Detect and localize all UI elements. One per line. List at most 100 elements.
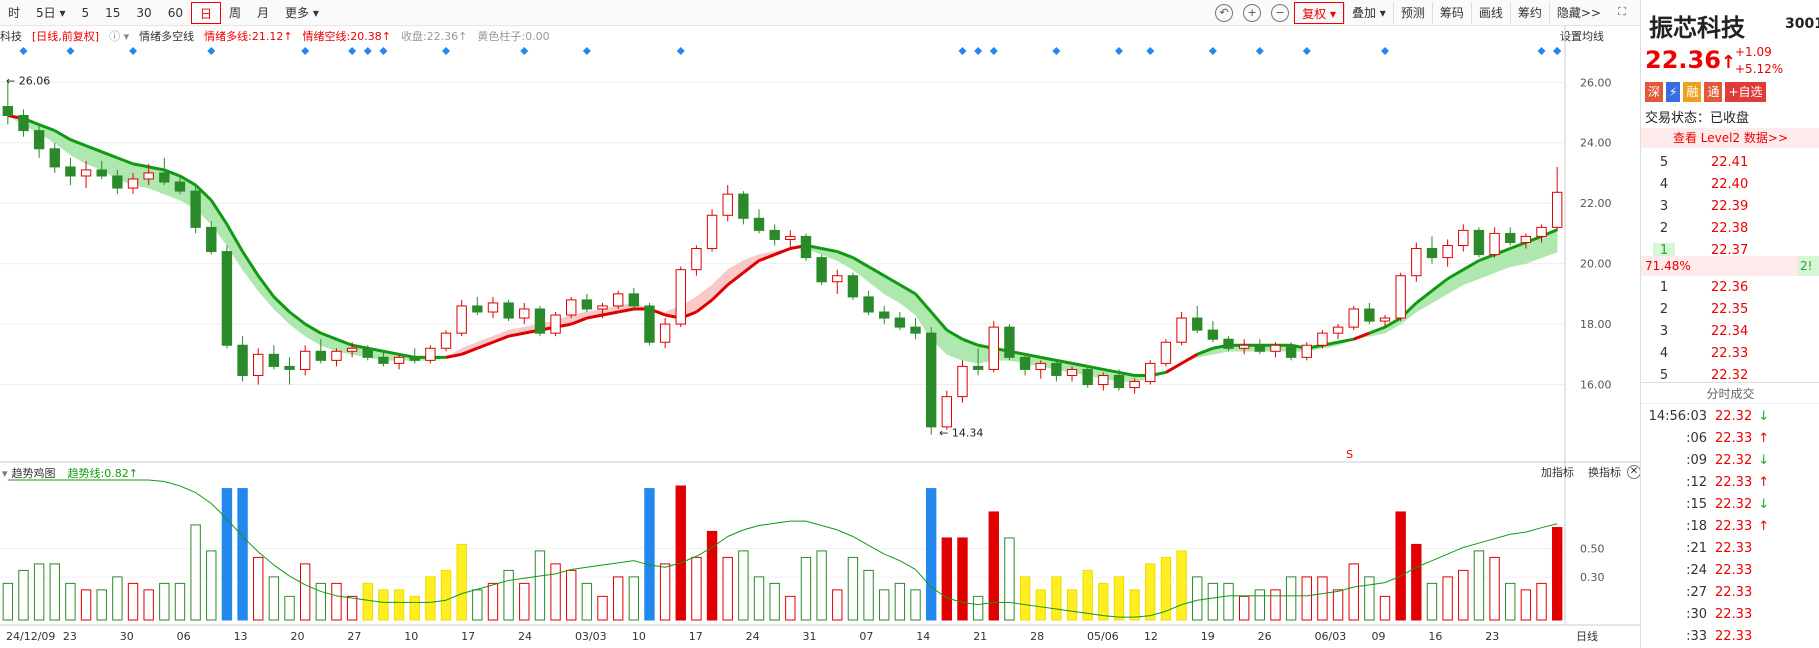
stock-tag[interactable]: 融 — [1683, 82, 1702, 102]
bear-line-segment — [461, 346, 478, 356]
bear-line-segment — [1462, 259, 1480, 271]
indicator-bar — [1285, 576, 1297, 621]
candle-body — [80, 169, 92, 177]
period-button[interactable]: 时 — [8, 6, 21, 20]
stock-tag[interactable]: ⚡ — [1666, 82, 1681, 102]
x-tick-label: 20 — [290, 630, 304, 643]
kline-chart[interactable]: 26.00 24.00 22.00 20.00 18.00 16.00 ← 26.06 ← 1… — [0, 0, 1640, 648]
period-button[interactable]: 60 — [167, 6, 183, 20]
indicator-bar — [362, 582, 373, 621]
toolbar-button[interactable]: 画线 — [1470, 2, 1510, 24]
bear-line-segment — [320, 331, 338, 341]
indicator-bar — [1051, 576, 1062, 621]
order-book-row: 4 22.33 — [1641, 343, 1819, 363]
trade-status: 交易状态：已收盘 — [1645, 111, 1750, 126]
level2-link[interactable]: 查看 Level2 数据>> — [1641, 128, 1819, 148]
period-button[interactable]: 更多 ▾ — [285, 6, 319, 20]
trend-line-segment — [1306, 593, 1323, 597]
stock-tag[interactable]: 深 — [1645, 82, 1664, 102]
chart-legend: 科技 [日线,前复权] ⓘ ▾ 情绪多空线 情绪多线:21.12↑ 情绪空线:2… — [0, 27, 1640, 45]
fullscreen-icon[interactable]: ⛶ — [1618, 5, 1626, 18]
tick-time: :24 — [1686, 562, 1707, 578]
indicator-bar — [393, 589, 405, 621]
indicator-title[interactable]: 趋势鸡图 — [11, 467, 56, 480]
indicator-bar — [18, 569, 29, 621]
indicator-bar — [1019, 576, 1031, 621]
indicator-bar — [378, 589, 389, 621]
toolbar-button[interactable]: 叠加 ▾ — [1343, 2, 1393, 24]
indicator-bar — [847, 556, 859, 621]
zoom-out-icon[interactable]: − — [1271, 4, 1290, 22]
legend-indicator[interactable]: 情绪多空线 — [139, 30, 195, 43]
bear-line-segment — [1180, 353, 1198, 365]
period-button[interactable]: 月 — [257, 6, 270, 20]
candle-body — [1129, 381, 1140, 389]
period-button[interactable]: 5日 ▾ — [36, 6, 66, 20]
period-button[interactable]: 30 — [136, 6, 152, 20]
indicator-bar — [894, 582, 906, 621]
bear-line-segment — [1478, 253, 1496, 263]
tick-price: 22.32 — [1715, 496, 1753, 512]
candle-body — [550, 314, 561, 334]
toolbar-button[interactable]: 隐藏>> — [1548, 2, 1608, 24]
toolbar-button[interactable]: 筹码 — [1431, 2, 1471, 24]
stock-tag[interactable]: +自选 — [1725, 82, 1766, 102]
price-tick-label: 16.00 — [1580, 379, 1612, 392]
candle-body — [1192, 317, 1203, 331]
indicator-bar — [738, 550, 749, 621]
trend-line-segment — [962, 601, 979, 606]
trend-line-segment — [602, 562, 619, 566]
candle-body — [1285, 344, 1297, 358]
bear-line-segment — [852, 256, 870, 268]
change-value: +1.09 — [1735, 45, 1772, 59]
candle-body — [503, 302, 514, 319]
indicator-bar — [440, 569, 452, 621]
period-button[interactable]: 5 — [81, 6, 90, 20]
period-button[interactable]: 日 — [190, 2, 221, 24]
chevron-down-icon[interactable]: ▾ — [2, 466, 8, 480]
period-button[interactable]: 15 — [105, 6, 121, 20]
trend-line-segment — [821, 525, 838, 531]
candle-body — [1223, 338, 1234, 349]
close-icon[interactable]: ✕ — [1627, 465, 1641, 479]
toolbar-button[interactable]: 复权 ▾ — [1294, 2, 1344, 24]
bear-line-segment — [38, 123, 56, 133]
indicator-bar — [1317, 576, 1328, 621]
trend-line-segment — [1071, 610, 1088, 614]
price-tick-label: 24.00 — [1580, 137, 1612, 150]
toolbar-button[interactable]: 筹约 — [1509, 2, 1549, 24]
help-icon[interactable]: ⓘ ▾ — [109, 30, 130, 43]
trend-line-segment — [915, 569, 932, 588]
bear-line-segment — [1103, 367, 1120, 374]
indicator-bar — [456, 543, 467, 621]
indicator-bar — [503, 569, 514, 621]
add-indicator-button[interactable]: 加指标 — [1541, 466, 1574, 479]
trend-line-segment — [664, 562, 681, 568]
signal-dot — [348, 47, 357, 55]
switch-indicator-button[interactable]: 换指标 — [1588, 466, 1621, 479]
undo-icon[interactable]: ↶ — [1215, 4, 1234, 22]
legend-mode[interactable]: [日线,前复权] — [32, 30, 100, 43]
x-tick-label: 24/12/09 — [6, 630, 55, 643]
signal-dot — [1537, 47, 1546, 55]
ma-settings-button[interactable]: 设置均线 — [1560, 30, 1604, 43]
toolbar-button[interactable]: 预测 — [1392, 2, 1432, 24]
period-button[interactable]: 周 — [229, 6, 242, 20]
x-tick-label: 28 — [1030, 630, 1044, 643]
x-tick-label: 07 — [859, 630, 873, 643]
stock-tag[interactable]: 通 — [1704, 82, 1723, 102]
zoom-in-icon[interactable]: + — [1243, 4, 1262, 22]
candle-body — [1317, 332, 1328, 346]
bear-line-segment — [1368, 325, 1386, 335]
bear-line-segment — [946, 328, 964, 341]
bear-line-segment — [101, 150, 118, 160]
trend-line-segment — [1447, 547, 1464, 555]
stock-tags: 深 ⚡ 融通 +自选 — [1645, 82, 1769, 102]
signal-dot — [66, 47, 75, 55]
candle-body — [127, 178, 139, 189]
bear-line-segment — [445, 352, 462, 359]
indicator-bar — [331, 582, 342, 621]
order-price: 22.33 — [1711, 345, 1749, 361]
indicator-bar — [253, 556, 264, 621]
candle-body — [159, 172, 170, 183]
